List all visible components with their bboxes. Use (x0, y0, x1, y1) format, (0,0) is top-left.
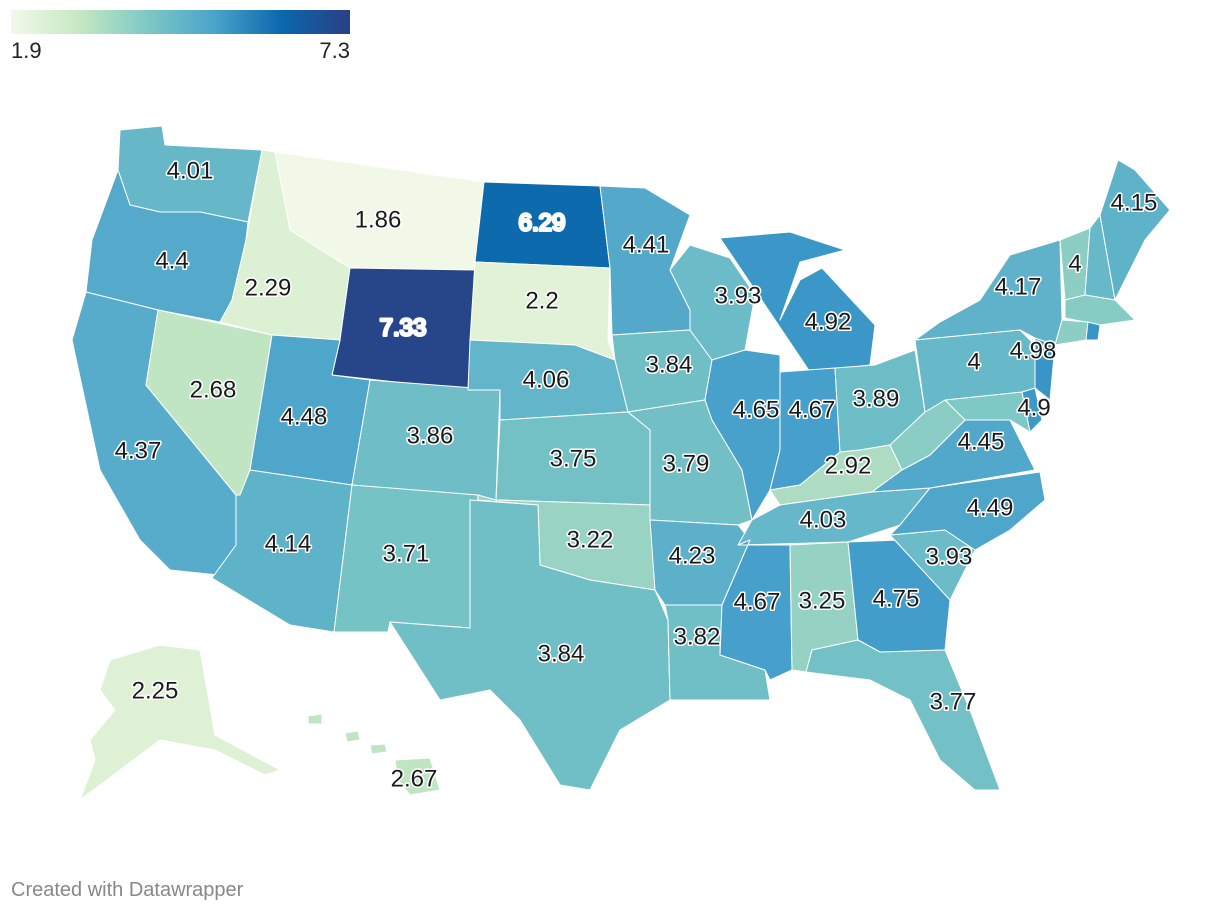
state-label-or: 4.4 (155, 247, 188, 274)
state-label-wi: 3.93 (715, 282, 762, 309)
state-label-in: 4.67 (789, 396, 836, 423)
state-label-ky: 2.92 (825, 452, 872, 479)
state-label-nj: 4.98 (1010, 337, 1057, 364)
state-label-ar: 4.23 (669, 542, 716, 569)
state-nc[interactable] (889, 471, 1046, 551)
state-fl[interactable] (805, 639, 1001, 791)
state-pa[interactable] (914, 329, 1036, 413)
state-label-nd: 6.29 (519, 209, 566, 236)
state-label-az: 4.14 (265, 530, 312, 557)
state-label-mi: 4.92 (805, 308, 852, 335)
state-label-id: 2.29 (245, 274, 292, 301)
state-label-sd: 2.2 (525, 287, 558, 314)
state-ma[interactable] (1064, 294, 1136, 326)
state-label-ny: 4.17 (995, 273, 1042, 300)
state-label-nh: 4 (1068, 250, 1081, 277)
legend-min-label: 1.9 (11, 38, 42, 63)
state-label-ia: 3.84 (646, 351, 693, 378)
legend-gradient-bar (11, 10, 350, 34)
state-label-ga: 4.75 (873, 585, 920, 612)
legend-max-label: 7.3 (319, 38, 350, 63)
state-label-ut: 4.48 (281, 403, 328, 430)
state-label-ok: 3.22 (567, 526, 614, 553)
state-mn[interactable] (599, 185, 691, 336)
state-label-nv: 2.68 (190, 376, 237, 403)
state-label-la: 3.82 (674, 623, 721, 650)
state-label-de: 4.9 (1017, 394, 1050, 421)
state-label-me: 4.15 (1111, 189, 1158, 216)
state-label-wa: 4.01 (167, 157, 214, 184)
state-label-il: 4.65 (733, 396, 780, 423)
state-label-mo: 3.79 (663, 450, 710, 477)
state-label-mn: 4.41 (623, 231, 670, 258)
state-label-fl: 3.77 (930, 688, 977, 715)
state-label-sc: 3.93 (926, 543, 973, 570)
legend-labels: 1.9 7.3 (11, 38, 350, 64)
state-label-tx: 3.84 (538, 640, 585, 667)
state-label-al: 3.25 (799, 587, 846, 614)
state-label-ca: 4.37 (115, 437, 162, 464)
state-label-hi: 2.67 (391, 765, 438, 792)
state-label-mt: 1.86 (355, 206, 402, 233)
state-label-ak: 2.25 (132, 677, 179, 704)
state-ri[interactable] (1085, 321, 1101, 341)
state-label-nc: 4.49 (967, 494, 1014, 521)
state-label-va: 4.45 (958, 428, 1005, 455)
state-label-co: 3.86 (407, 422, 454, 449)
state-tx[interactable] (389, 499, 671, 791)
state-label-ne: 4.06 (523, 366, 570, 393)
state-label-nm: 3.71 (383, 540, 430, 567)
color-legend: 1.9 7.3 (11, 10, 350, 64)
datawrapper-credit: Created with Datawrapper (11, 879, 244, 901)
state-label-tn: 4.03 (800, 506, 847, 533)
state-label-oh: 3.89 (853, 385, 900, 412)
state-hi[interactable] (307, 713, 441, 796)
state-ak[interactable] (79, 644, 281, 801)
state-label-ks: 3.75 (550, 445, 597, 472)
state-label-ms: 4.67 (734, 588, 781, 615)
state-il[interactable] (704, 349, 781, 521)
state-label-pa: 4 (967, 348, 980, 375)
state-label-wy: 7.33 (380, 314, 427, 341)
